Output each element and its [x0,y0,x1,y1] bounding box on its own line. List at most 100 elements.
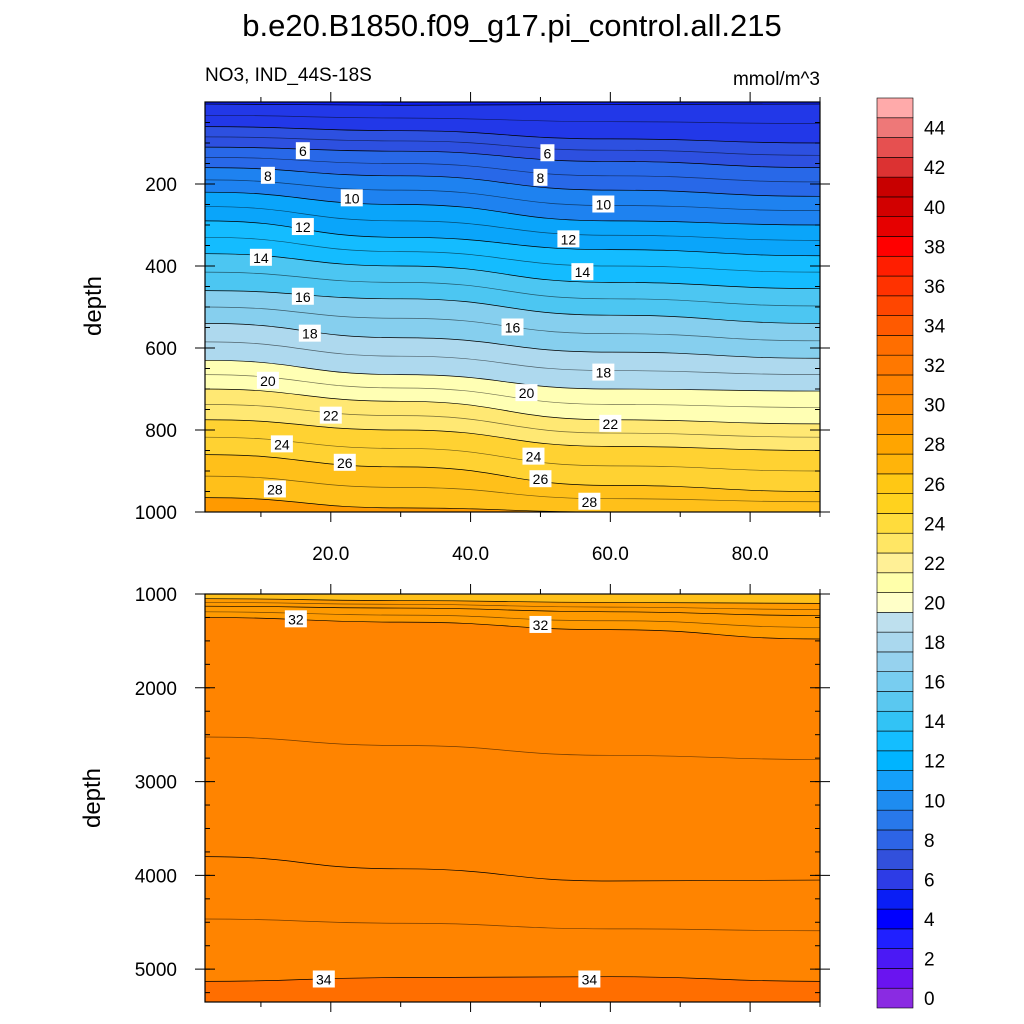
colorbar-bin [876,612,914,633]
colorbar-bin [876,691,914,712]
colorbar-label: 4 [924,910,935,931]
colorbar-bin [876,809,914,831]
colorbar-bin [876,849,914,870]
contour-label: 26 [333,453,356,471]
contour-label: 14 [249,248,272,266]
colorbar-bin [876,987,914,1009]
svg-text:26: 26 [337,455,353,471]
colorbar-label: 10 [924,791,945,812]
colorbar-bin [876,374,914,396]
colorbar-bin [876,434,914,455]
colorbar-label: 8 [924,831,935,852]
colorbar-label: 28 [924,435,945,456]
colorbar-label: 12 [924,752,945,773]
contour-label: 8 [260,166,275,184]
svg-text:12: 12 [295,219,311,235]
svg-text:26: 26 [533,471,549,487]
contour-line [205,167,820,197]
contour-label: 22 [599,414,622,432]
colorbar-bin [876,97,914,119]
contour-line [205,856,820,882]
colorbar-bin [876,710,914,732]
colorbar-bin [876,631,914,653]
svg-text:8: 8 [537,170,545,186]
colorbar-bin [876,928,914,949]
contour-line-minor [205,475,820,503]
colorbar-bin [876,354,914,376]
colorbar-bin [876,908,914,930]
colorbar-bin [876,414,914,435]
contour-label: 34 [578,970,601,988]
y-tick-label: 200 [145,175,177,196]
subtitle-left: NO3, IND_44S-18S [205,65,372,86]
upper-ylabel: depth [80,276,107,336]
colorbar-label: 36 [924,277,945,298]
contour-label: 22 [319,406,342,424]
colorbar-label: 30 [924,396,945,417]
contour-line-minor [205,436,820,472]
contour-line [205,126,820,144]
colorbar-label: 20 [924,593,945,614]
colorbar-bin [876,137,914,158]
contour-line [205,388,820,425]
colorbar-bin [876,651,914,672]
colorbar-bin [876,453,914,475]
svg-text:14: 14 [253,250,269,266]
colorbar-label: 6 [924,870,935,891]
colorbar-bin [876,117,914,138]
contour-label: 28 [263,480,286,498]
svg-text:16: 16 [295,289,311,305]
contour-line-minor [205,114,820,124]
colorbar-label: 34 [924,317,946,338]
contour-label: 24 [270,435,293,453]
contour-label: 28 [578,492,601,510]
contour-label: 18 [298,324,321,342]
contour-label: 12 [291,218,314,236]
colorbar-bin [876,532,914,554]
colorbar-bin [876,176,914,198]
contour-label: 14 [571,263,594,281]
colorbar-label: 42 [924,158,945,179]
svg-text:12: 12 [561,231,577,247]
svg-text:10: 10 [344,190,360,206]
svg-text:28: 28 [582,494,598,510]
colorbar-bin [876,236,914,257]
contour-line-minor [205,136,820,156]
colorbar-bin [876,157,914,178]
y-tick-label: 400 [145,257,177,278]
contour-line-minor [205,611,820,628]
contour-line-minor [205,602,820,610]
colorbar-bin [876,572,914,593]
contour-line [205,253,820,289]
contour-label: 16 [291,287,314,305]
colorbar-bin [876,473,914,494]
lower-ylabel: depth [79,768,106,828]
svg-text:22: 22 [603,416,619,432]
contour-label: 32 [284,610,307,628]
colorbar-bin [876,671,914,692]
colorbar-bin [876,592,914,613]
y-tick-label: 2000 [135,679,177,700]
contour-label: 10 [592,195,615,213]
svg-text:24: 24 [526,449,542,465]
colorbar-bin [876,829,914,851]
contour-line-minor [205,179,820,211]
svg-text:14: 14 [575,264,591,280]
colorbar-label: 44 [924,119,946,140]
contour-line-minor [205,918,820,932]
y-tick-label: 3000 [135,773,177,794]
contour-label: 8 [533,168,548,186]
colorbar-bin [876,750,914,771]
colorbar-bin [876,513,914,534]
colorbar-bin [876,730,914,752]
y-tick-label: 1000 [135,585,177,606]
colorbar-bin [876,394,914,415]
svg-text:20: 20 [519,385,535,401]
x-tick-label: 20.0 [312,544,349,565]
y-tick-label: 1000 [135,503,177,524]
plot-frame [204,593,821,1003]
colorbar-label: 2 [924,950,935,971]
svg-text:32: 32 [288,611,304,627]
x-tick-label: 60.0 [592,544,629,565]
